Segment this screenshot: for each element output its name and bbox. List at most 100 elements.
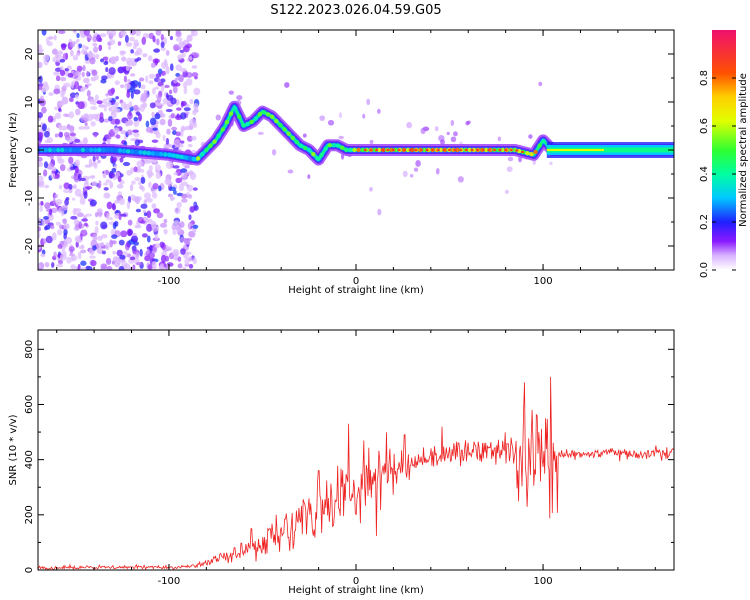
noise-blob xyxy=(106,212,110,221)
ridge-peak-dot xyxy=(481,148,485,152)
noise-blob xyxy=(79,266,87,270)
snr-x-tick-label: -100 xyxy=(158,576,181,587)
noise-blob xyxy=(302,133,307,138)
noise-blob xyxy=(100,263,108,269)
noise-blob xyxy=(94,226,99,235)
ridge-bead xyxy=(438,147,444,153)
noise-blob xyxy=(92,35,98,43)
noise-blob xyxy=(68,246,75,252)
noise-blob xyxy=(86,90,91,98)
noise-blob xyxy=(45,235,53,244)
noise-blob xyxy=(140,203,148,209)
noise-blob xyxy=(58,30,66,35)
noise-blob xyxy=(38,264,41,270)
noise-blob xyxy=(71,256,75,262)
snr-ticks: -100 0 100 0 200 400 600 800 xyxy=(24,330,674,587)
noise-blob xyxy=(112,127,120,133)
noise-blob xyxy=(118,239,125,246)
noise-blob xyxy=(98,44,103,52)
noise-blob xyxy=(185,78,193,86)
noise-blob xyxy=(124,83,131,90)
noise-blob xyxy=(114,55,120,62)
noise-blob xyxy=(506,166,513,172)
noise-blob xyxy=(60,76,67,82)
noise-blob xyxy=(143,212,148,217)
noise-blob xyxy=(72,55,79,61)
ridge-bead xyxy=(352,147,357,153)
noise-blob xyxy=(50,224,55,230)
noise-blob xyxy=(120,230,128,238)
noise-blob xyxy=(104,242,111,250)
noise-blob xyxy=(131,180,136,185)
noise-blob xyxy=(43,161,49,169)
noise-blob xyxy=(178,41,185,48)
ridge-bead xyxy=(179,154,184,160)
ridge-bead xyxy=(455,147,460,153)
noise-blob xyxy=(125,42,133,47)
noise-blob xyxy=(127,129,133,136)
noise-blob xyxy=(133,89,141,95)
noise-blob xyxy=(177,54,184,60)
noise-blob xyxy=(111,167,117,173)
ridge-bead xyxy=(249,119,254,125)
snr-y-label: SNR (10 * v/v) xyxy=(8,414,19,485)
ridge-bead xyxy=(451,147,456,153)
noise-blob xyxy=(60,210,65,217)
ridge-bead xyxy=(533,149,538,155)
ridge-peak-dot xyxy=(408,148,412,152)
noise-blob xyxy=(87,113,94,122)
noise-blob xyxy=(128,101,133,108)
noise-blob xyxy=(338,112,343,119)
noise-blob xyxy=(73,161,81,167)
noise-blob xyxy=(160,47,167,51)
ridge-bead xyxy=(245,121,250,127)
noise-blob xyxy=(402,170,408,178)
noise-blob xyxy=(38,156,43,162)
noise-blob xyxy=(100,78,107,84)
noise-blob xyxy=(99,112,104,119)
noise-blob xyxy=(76,32,80,39)
noise-blob xyxy=(164,84,170,89)
noise-blob xyxy=(90,121,96,127)
ridge-bead xyxy=(307,147,312,153)
noise-blob xyxy=(92,99,97,106)
noise-blob xyxy=(130,73,136,77)
noise-blob xyxy=(63,232,67,240)
noise-blob xyxy=(130,235,139,243)
noise-blob xyxy=(125,120,129,127)
noise-blob xyxy=(48,213,54,221)
noise-blob xyxy=(406,121,413,129)
noise-blob xyxy=(188,56,193,61)
noise-blob xyxy=(257,131,264,135)
noise-blob xyxy=(83,229,87,236)
ridge-bead xyxy=(158,151,164,157)
noise-blob xyxy=(38,75,43,84)
noise-blob xyxy=(93,46,99,53)
noise-blob xyxy=(61,205,68,211)
snr-x-tick-label: 0 xyxy=(353,576,359,587)
noise-blob xyxy=(44,184,50,189)
noise-blob xyxy=(434,126,439,132)
noise-blob xyxy=(108,45,112,50)
noise-blob xyxy=(119,254,126,260)
noise-blob xyxy=(100,242,105,247)
noise-blob xyxy=(161,70,166,76)
noise-blob xyxy=(118,212,122,221)
noise-blob xyxy=(154,58,158,66)
tail-band-inner xyxy=(546,147,674,153)
noise-blob xyxy=(181,100,187,107)
noise-blob xyxy=(44,262,50,268)
ridge-bead xyxy=(319,152,324,158)
noise-blob xyxy=(38,85,44,91)
ridge-peak-dot xyxy=(520,150,525,154)
ridge-bead xyxy=(393,147,398,153)
noise-blob xyxy=(120,101,127,110)
ridge-bead xyxy=(282,127,287,132)
ridge-bead xyxy=(228,111,234,116)
noise-blob xyxy=(59,253,67,261)
ridge-bead xyxy=(409,147,415,153)
spectrogram-y-tick-label: 0 xyxy=(24,147,35,153)
noise-blob xyxy=(450,119,455,127)
noise-blob xyxy=(366,98,371,106)
noise-blob xyxy=(122,161,131,167)
